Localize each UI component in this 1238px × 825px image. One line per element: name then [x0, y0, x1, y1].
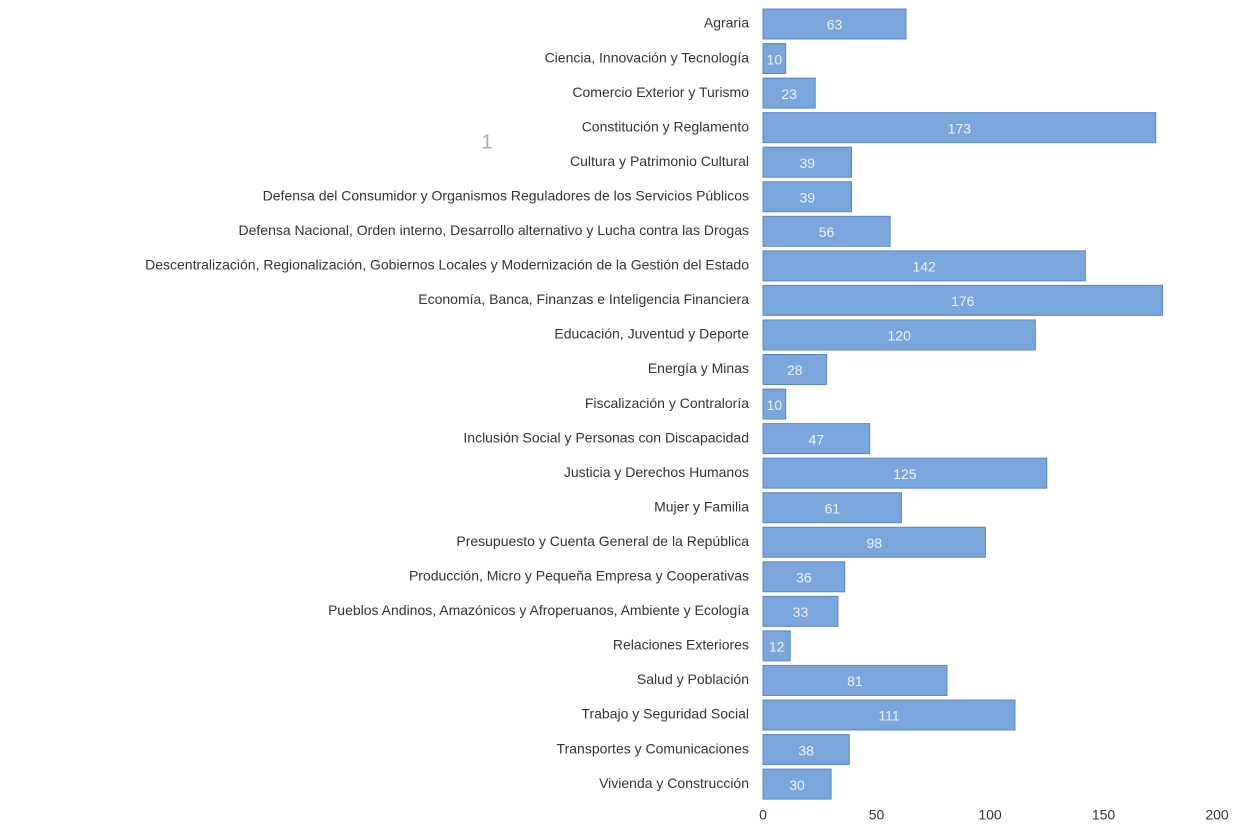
y-tick-label: Producción, Micro y Pequeña Empresa y Co…	[409, 568, 749, 584]
y-tick-label: Constitución y Reglamento	[582, 118, 750, 134]
x-tick-label: 200	[1205, 807, 1229, 823]
x-tick-label: 50	[869, 807, 885, 823]
bar	[762, 630, 791, 662]
bar	[762, 457, 1048, 489]
bar	[762, 8, 907, 40]
value-label: 30	[789, 777, 805, 793]
value-label: 142	[912, 259, 936, 275]
value-label: 173	[948, 120, 972, 136]
bar	[762, 77, 816, 109]
value-label: 10	[767, 397, 783, 413]
value-label: 38	[798, 742, 814, 758]
value-label: 33	[793, 604, 809, 620]
value-label: 39	[799, 155, 815, 171]
value-label: 36	[796, 570, 812, 586]
value-label: 47	[809, 431, 825, 447]
y-tick-label: Ciencia, Innovación y Tecnología	[545, 49, 750, 65]
y-tick-label: Agraria	[704, 15, 749, 31]
value-label: 111	[878, 708, 899, 724]
y-tick-label: Descentralización, Regionalización, Gobi…	[145, 257, 749, 273]
y-tick-label: Mujer y Familia	[654, 498, 749, 514]
value-label: 125	[893, 466, 917, 482]
bar	[762, 181, 853, 213]
y-tick-label: Cultura y Patrimonio Cultural	[570, 153, 749, 169]
bar	[762, 354, 828, 385]
bar	[762, 43, 787, 75]
y-tick-label: Defensa Nacional, Orden interno, Desarro…	[239, 222, 750, 238]
y-tick-label: Presupuesto y Cuenta General de la Repúb…	[456, 533, 749, 549]
y-tick-label: Justicia y Derechos Humanos	[564, 464, 749, 480]
bar	[762, 595, 839, 627]
y-tick-label: Pueblos Andinos, Amazónicos y Afroperuan…	[328, 602, 749, 618]
x-tick-label: 0	[759, 807, 767, 823]
bar	[762, 388, 787, 420]
y-tick-label: Comercio Exterior y Turismo	[572, 84, 749, 100]
bar	[762, 492, 902, 524]
value-label: 28	[787, 362, 803, 378]
y-tick-label: Inclusión Social y Personas con Discapac…	[463, 429, 749, 445]
y-tick-label: Economía, Banca, Finanzas e Inteligencia…	[418, 291, 749, 307]
bar	[762, 215, 891, 247]
y-tick-label: Transportes y Comunicaciones	[557, 740, 749, 756]
value-label: 176	[951, 293, 975, 309]
bar	[762, 146, 853, 178]
value-label: 61	[824, 500, 840, 516]
annotation: 1	[481, 131, 492, 153]
bar	[762, 664, 948, 696]
y-tick-label: Relaciones Exteriores	[613, 637, 749, 653]
y-tick-label: Defensa del Consumidor y Organismos Regu…	[263, 187, 749, 203]
bar	[762, 284, 1164, 316]
bar	[762, 699, 1016, 731]
value-label: 120	[888, 328, 912, 344]
bar	[762, 423, 871, 455]
y-tick-label: Fiscalización y Contraloría	[585, 395, 749, 411]
value-label: 98	[866, 535, 882, 551]
value-label: 81	[847, 673, 863, 689]
bar	[762, 250, 1086, 282]
value-label: 63	[827, 17, 843, 33]
value-label: 39	[799, 189, 815, 205]
y-tick-label: Energía y Minas	[648, 360, 749, 376]
bar	[762, 768, 832, 800]
x-tick-label: 100	[978, 807, 1002, 823]
bar	[762, 112, 1157, 144]
value-label: 23	[781, 86, 797, 102]
value-label: 10	[767, 51, 783, 67]
y-tick-label: Trabajo y Seguridad Social	[581, 706, 749, 722]
y-tick-label: Educación, Juventud y Deporte	[554, 326, 749, 342]
y-tick-label: Salud y Población	[637, 671, 749, 687]
value-label: 56	[819, 224, 835, 240]
bar	[762, 734, 850, 766]
bar	[762, 526, 986, 558]
x-tick-label: 150	[1092, 807, 1116, 823]
y-tick-label: Vivienda y Construcción	[599, 775, 749, 791]
bar	[762, 319, 1036, 351]
value-label: 12	[769, 639, 785, 655]
bar	[762, 561, 846, 593]
